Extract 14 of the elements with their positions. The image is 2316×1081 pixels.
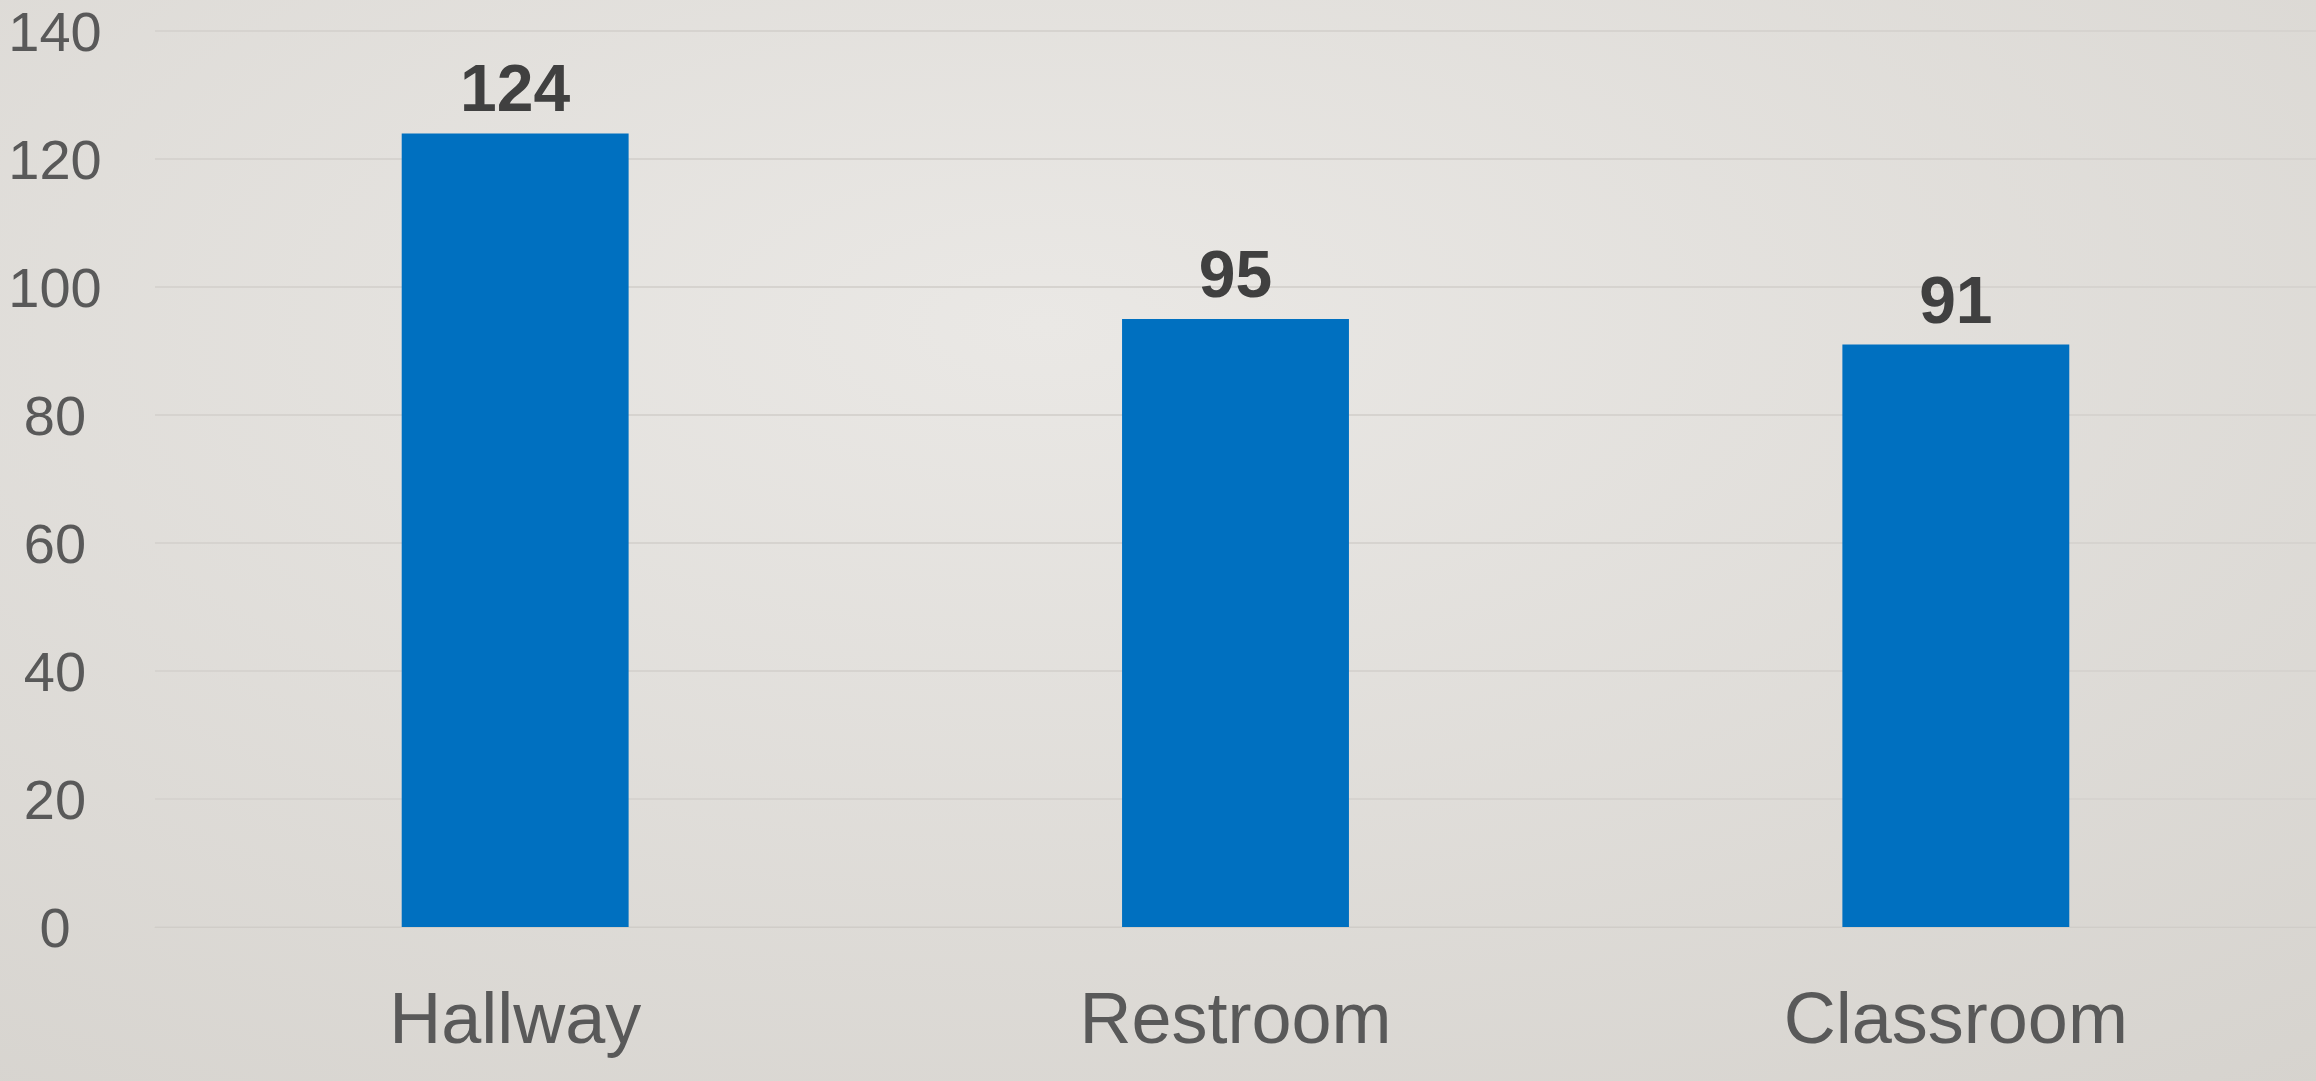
data-label: 91	[1919, 262, 1993, 337]
data-label: 95	[1198, 237, 1273, 311]
data-label: 124	[460, 51, 571, 126]
y-tick-label: 80	[23, 383, 87, 447]
x-tick-label: Restroom	[1079, 978, 1392, 1058]
y-tick-label: 140	[8, 0, 102, 63]
y-tick-label: 100	[8, 255, 102, 319]
y-tick-label: 0	[39, 895, 71, 959]
y-tick-label: 60	[23, 511, 87, 575]
x-tick-label: Classroom	[1783, 978, 2128, 1058]
y-tick-label: 20	[23, 767, 87, 831]
x-tick-label: Hallway	[389, 978, 642, 1058]
y-tick-label: 40	[23, 639, 87, 703]
y-tick-label: 120	[8, 127, 102, 191]
